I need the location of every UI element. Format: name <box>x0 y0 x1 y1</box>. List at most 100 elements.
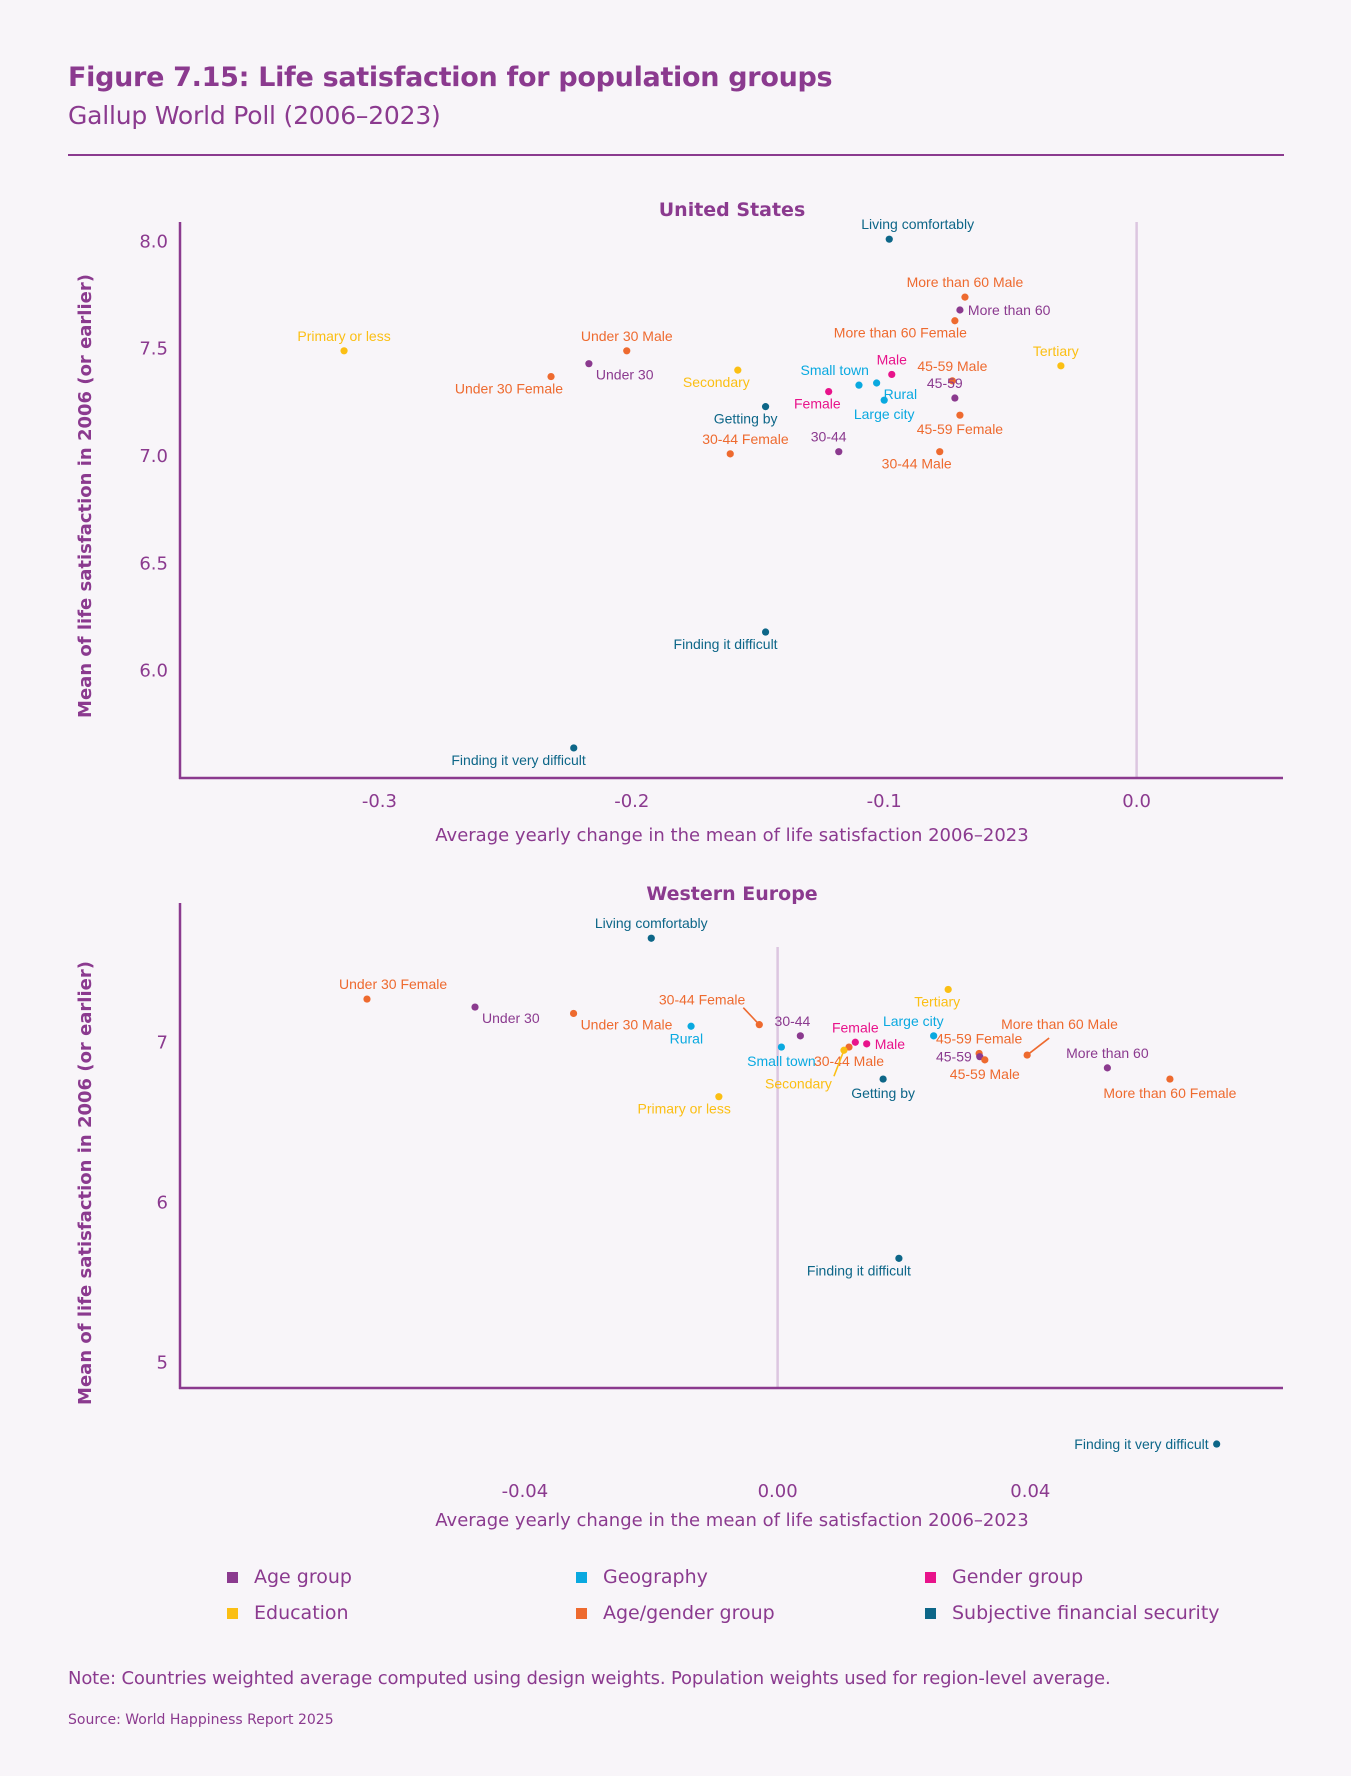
y-axis-title: Mean of life satisfaction in 2006 (or ea… <box>75 274 96 718</box>
data-point <box>1023 1051 1031 1059</box>
data-label: Tertiary <box>914 993 960 1009</box>
data-label: Finding it very difficult <box>451 752 585 768</box>
x-axis-title: Average yearly change in the mean of lif… <box>435 1510 1028 1531</box>
data-label: Primary or less <box>638 1101 731 1117</box>
data-label: Getting by <box>851 1085 915 1101</box>
data-point <box>948 377 956 385</box>
data-point <box>895 1254 903 1262</box>
y-tick-label: 8.0 <box>139 231 168 252</box>
data-point <box>1103 1064 1111 1072</box>
chart-title: Western Europe <box>646 883 817 905</box>
data-label: Small town <box>800 362 868 378</box>
legend-swatch <box>925 1571 936 1583</box>
data-point <box>340 347 348 355</box>
data-label: More than 60 Female <box>834 325 967 341</box>
leader-line <box>742 1007 760 1026</box>
legend-item-age-gender: Age/gender group <box>576 1602 775 1624</box>
data-label: Finding it difficult <box>807 1262 911 1278</box>
data-point <box>880 396 888 404</box>
data-label: Tertiary <box>1033 343 1079 359</box>
data-label: More than 60 Male <box>1001 1016 1118 1032</box>
data-label: 45-59 <box>927 375 963 391</box>
data-label: 45-59 <box>936 1049 972 1065</box>
data-label: Small town <box>747 1053 815 1069</box>
legend-label: Geography <box>603 1566 708 1588</box>
data-point <box>1166 1075 1174 1083</box>
data-point <box>951 317 959 325</box>
x-tick-label: -0.04 <box>502 1481 549 1502</box>
chart-title: United States <box>659 199 806 221</box>
leader-line <box>1026 1037 1050 1056</box>
figure-source: Source: World Happiness Report 2025 <box>68 1712 334 1728</box>
data-point <box>585 360 593 368</box>
y-tick-label: 6.0 <box>139 661 168 682</box>
leader-line <box>833 1049 845 1077</box>
data-label: Under 30 Male <box>581 328 673 344</box>
x-tick-label: -0.2 <box>614 791 649 812</box>
data-label: 30-44 Male <box>882 456 952 472</box>
data-point <box>855 381 863 389</box>
data-label: 45-59 Female <box>936 1030 1023 1046</box>
data-label: More than 60 Male <box>907 274 1024 290</box>
data-label: Finding it very difficult <box>1074 1436 1208 1452</box>
data-point <box>961 293 969 301</box>
data-label: Living comfortably <box>861 216 974 232</box>
data-point <box>726 450 734 458</box>
data-point <box>547 372 555 381</box>
legend-swatch <box>576 1571 587 1583</box>
figure-title: Figure 7.15: Life satisfaction for popul… <box>68 62 833 93</box>
data-point <box>888 370 896 379</box>
data-label: Under 30 Male <box>581 1016 673 1032</box>
data-point <box>956 411 964 419</box>
y-tick-label: 5 <box>157 1352 168 1373</box>
data-point <box>873 379 881 387</box>
data-point <box>840 1046 848 1054</box>
data-point <box>777 1043 786 1051</box>
legend-label: Subjective financial security <box>952 1602 1220 1624</box>
legend-swatch <box>227 1571 238 1583</box>
data-point <box>363 995 371 1003</box>
data-point <box>647 934 655 942</box>
data-point <box>687 1022 695 1030</box>
chart-western-europe: Western Europe -0.04 0.00 0.04 5 6 7 Living co… <box>75 883 1283 1531</box>
data-label: Under 30 Female <box>455 381 563 397</box>
data-point <box>885 235 893 243</box>
legend-item-education: Education <box>227 1602 349 1624</box>
x-tick-label: 0.00 <box>758 1481 798 1502</box>
x-tick-label: 0.0 <box>1122 791 1151 812</box>
legend-label: Age group <box>254 1566 352 1588</box>
x-tick-label: -0.1 <box>867 791 902 812</box>
data-label: Female <box>794 396 841 412</box>
y-tick-label: 6.5 <box>139 553 168 574</box>
x-axis-title: Average yearly change in the mean of lif… <box>435 825 1028 846</box>
data-label: More than 60 <box>1066 1045 1149 1061</box>
data-label: 45-59 Male <box>950 1066 1020 1082</box>
data-label: 30-44 <box>775 1013 811 1029</box>
data-label: Living comfortably <box>595 915 708 931</box>
data-label: 30-44 Male <box>814 1053 884 1069</box>
data-label: Rural <box>884 386 917 402</box>
title-divider <box>68 154 1284 156</box>
data-point <box>825 387 833 396</box>
legend-item-gender: Gender group <box>925 1566 1083 1588</box>
data-point <box>1057 362 1065 370</box>
data-label: Large city <box>883 1013 944 1029</box>
data-point <box>623 347 631 355</box>
data-point <box>936 448 944 456</box>
data-point <box>835 448 843 456</box>
data-point <box>951 394 959 402</box>
x-tick-label: 0.04 <box>1010 1481 1050 1502</box>
data-label: 30-44 Female <box>702 431 789 447</box>
data-label: Large city <box>854 406 915 422</box>
y-tick-label: 7.5 <box>139 339 168 360</box>
data-point <box>851 1038 859 1046</box>
data-label: 30-44 <box>811 429 847 445</box>
legend-swatch <box>576 1607 587 1619</box>
data-label: Getting by <box>714 411 778 427</box>
chart-united-states: United States -0.3 -0.2 -0.1 0.0 6.0 6.5 7.0 7.… <box>75 199 1283 846</box>
data-point <box>796 1032 804 1040</box>
data-point <box>944 985 952 994</box>
data-label: Male <box>875 1036 906 1052</box>
data-point <box>471 1003 479 1011</box>
data-label: Secondary <box>683 374 750 390</box>
